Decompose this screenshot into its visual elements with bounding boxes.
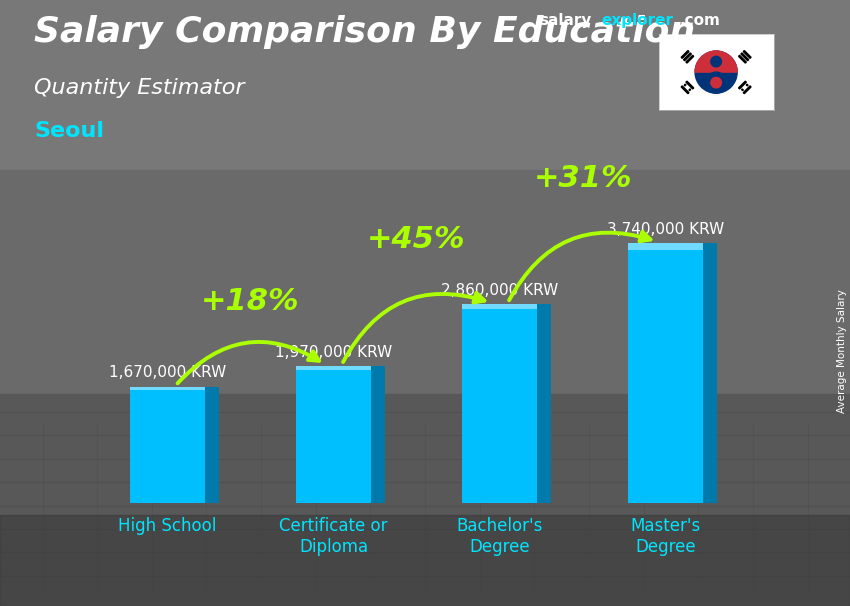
Polygon shape bbox=[681, 86, 689, 94]
Polygon shape bbox=[689, 89, 691, 91]
Bar bbox=[130, 387, 205, 390]
Bar bbox=[703, 243, 717, 503]
Text: salary: salary bbox=[540, 13, 592, 28]
Circle shape bbox=[706, 51, 727, 72]
Text: Quantity Estimator: Quantity Estimator bbox=[34, 78, 245, 98]
Text: 1,670,000 KRW: 1,670,000 KRW bbox=[109, 365, 226, 381]
Circle shape bbox=[711, 56, 722, 67]
Text: +18%: +18% bbox=[201, 287, 300, 316]
Text: +45%: +45% bbox=[367, 225, 466, 254]
Polygon shape bbox=[743, 50, 751, 58]
Polygon shape bbox=[681, 50, 689, 58]
Bar bbox=[462, 304, 537, 309]
FancyArrowPatch shape bbox=[178, 342, 319, 384]
Polygon shape bbox=[684, 84, 686, 86]
Polygon shape bbox=[695, 51, 737, 72]
Circle shape bbox=[711, 78, 722, 88]
Polygon shape bbox=[739, 55, 746, 63]
Text: Salary Comparison By Education: Salary Comparison By Education bbox=[34, 15, 695, 49]
Bar bbox=[628, 243, 703, 250]
Polygon shape bbox=[683, 53, 691, 61]
Bar bbox=[628, 243, 703, 503]
Bar bbox=[296, 366, 371, 370]
Circle shape bbox=[706, 72, 727, 93]
Text: +31%: +31% bbox=[533, 164, 632, 193]
Bar bbox=[537, 304, 551, 503]
Text: Seoul: Seoul bbox=[34, 121, 104, 141]
Polygon shape bbox=[686, 81, 694, 89]
Bar bbox=[296, 366, 371, 503]
Text: 3,740,000 KRW: 3,740,000 KRW bbox=[607, 222, 724, 236]
FancyArrowPatch shape bbox=[343, 293, 484, 362]
Text: .com: .com bbox=[679, 13, 720, 28]
Polygon shape bbox=[686, 55, 694, 63]
Polygon shape bbox=[746, 84, 748, 86]
Bar bbox=[462, 304, 537, 503]
Text: explorer: explorer bbox=[601, 13, 673, 28]
Polygon shape bbox=[743, 86, 751, 94]
Polygon shape bbox=[741, 89, 743, 91]
Text: 1,970,000 KRW: 1,970,000 KRW bbox=[275, 345, 392, 359]
Text: 2,860,000 KRW: 2,860,000 KRW bbox=[441, 283, 558, 298]
Text: Average Monthly Salary: Average Monthly Salary bbox=[837, 290, 847, 413]
Bar bbox=[371, 366, 384, 503]
Bar bbox=[205, 387, 218, 503]
Polygon shape bbox=[741, 53, 749, 61]
Circle shape bbox=[695, 51, 737, 93]
Polygon shape bbox=[739, 81, 746, 89]
FancyArrowPatch shape bbox=[509, 232, 650, 300]
Bar bbox=[130, 387, 205, 503]
